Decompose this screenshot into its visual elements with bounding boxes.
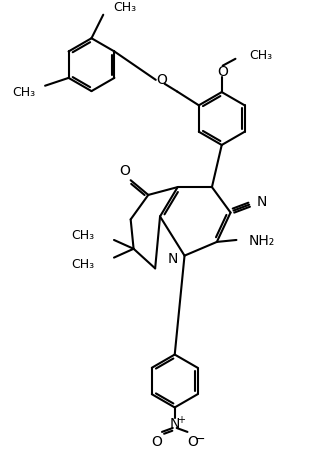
Text: CH₃: CH₃ [249,49,272,62]
Text: O: O [156,73,167,87]
Text: CH₃: CH₃ [71,228,94,241]
Text: CH₃: CH₃ [71,258,94,270]
Text: −: − [195,433,205,445]
Text: NH₂: NH₂ [248,234,274,248]
Text: CH₃: CH₃ [113,1,136,14]
Text: N: N [257,194,267,208]
Text: +: + [177,414,185,424]
Text: O: O [152,434,163,448]
Text: N: N [167,251,178,265]
Text: CH₃: CH₃ [12,86,35,99]
Text: N: N [169,416,180,430]
Text: O: O [187,434,198,448]
Text: O: O [217,64,228,78]
Text: O: O [119,164,130,178]
